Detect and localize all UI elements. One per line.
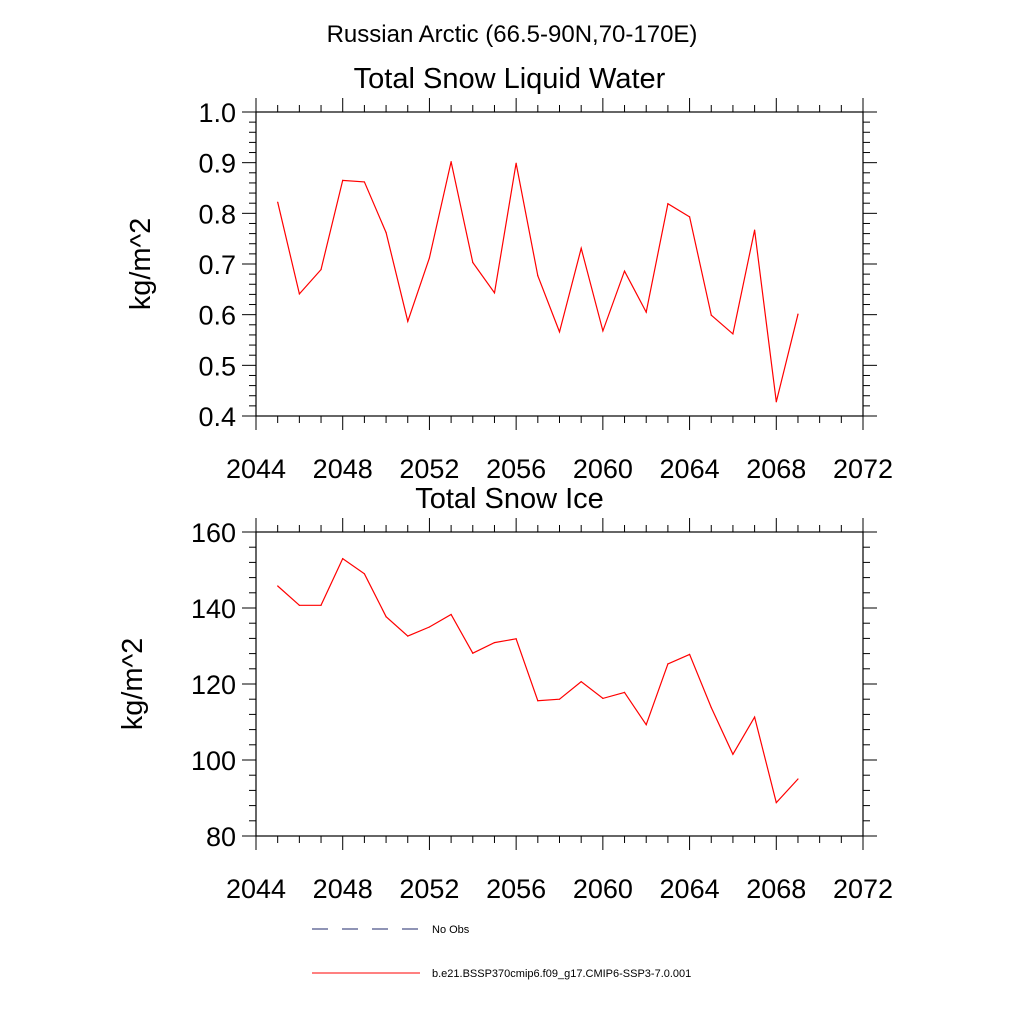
data-point	[732, 333, 734, 335]
data-point	[754, 716, 756, 718]
x-tick-label: 2072	[833, 874, 893, 904]
x-tick-label: 2044	[226, 874, 286, 904]
x-tick-label: 2044	[226, 454, 286, 484]
data-point	[667, 663, 669, 665]
data-point	[385, 616, 387, 618]
data-point	[342, 179, 344, 181]
x-tick-label: 2060	[573, 874, 633, 904]
data-point	[775, 401, 777, 403]
data-point	[602, 330, 604, 332]
series-line-0	[277, 161, 799, 402]
data-point	[407, 635, 409, 637]
data-point	[688, 216, 691, 218]
data-point	[298, 293, 300, 295]
data-point	[688, 653, 691, 655]
series-line-0	[277, 557, 799, 804]
x-tick-label: 2064	[660, 454, 720, 484]
data-point	[363, 573, 365, 575]
data-point	[320, 268, 322, 271]
x-tick-label: 2056	[486, 874, 546, 904]
chart-title: Total Snow Ice	[415, 483, 604, 515]
data-point	[623, 270, 626, 272]
data-point	[407, 320, 409, 322]
x-tick-label: 2052	[399, 874, 459, 904]
data-point	[472, 261, 474, 264]
y-tick-label: 1.0	[198, 98, 236, 128]
y-axis-label: kg/m^2	[125, 218, 157, 311]
y-tick-label: 160	[191, 518, 236, 548]
data-point	[558, 331, 561, 333]
x-tick-label: 2048	[313, 874, 373, 904]
x-tick-label: 2072	[833, 454, 893, 484]
data-point	[645, 311, 647, 313]
x-tick-label: 2048	[313, 454, 373, 484]
x-tick-label: 2060	[573, 454, 633, 484]
chart-title: Total Snow Liquid Water	[354, 63, 666, 95]
y-tick-label: 0.4	[198, 402, 236, 432]
data-point	[537, 275, 539, 277]
chart-panel-0: Total Snow Liquid Water 0.4 0.5 0.6 0.7 0.8 0.…	[125, 63, 893, 484]
data-point	[775, 801, 777, 804]
data-point	[515, 638, 517, 640]
chart-panels: Total Snow Liquid Water 0.4 0.5 0.6 0.7 0.8 0.…	[117, 63, 893, 904]
data-point	[515, 162, 517, 164]
y-axis-label: kg/m^2	[117, 638, 149, 731]
data-point	[667, 203, 669, 205]
data-point	[710, 314, 712, 316]
data-point	[493, 641, 496, 644]
data-point	[428, 257, 431, 259]
y-tick-label: 0.8	[198, 199, 236, 229]
data-point	[645, 724, 647, 726]
data-point	[428, 626, 431, 628]
data-point	[558, 698, 561, 700]
data-point	[493, 292, 496, 294]
y-tick-label: 0.7	[198, 250, 236, 280]
y-tick-label: 120	[191, 670, 236, 700]
data-point	[580, 681, 582, 683]
y-tick-label: 100	[191, 746, 236, 776]
x-tick-label: 2052	[399, 454, 459, 484]
y-tick-label: 140	[191, 594, 236, 624]
legend: No Obs b.e21.BSSP370cmip6.f09_g17.CMIP6-S…	[312, 924, 691, 980]
chart-panel-1: Total Snow Ice 80 100 120 140 160 2044 2048 2052…	[117, 483, 893, 904]
data-point	[754, 229, 756, 231]
x-tick-label: 2064	[660, 874, 720, 904]
plot-frame	[255, 531, 864, 837]
x-tick-label: 2056	[486, 454, 546, 484]
data-point	[298, 604, 300, 606]
data-point	[450, 613, 452, 616]
data-point	[450, 161, 452, 163]
x-tick-label: 2068	[746, 454, 806, 484]
legend-label-0: No Obs	[432, 924, 470, 936]
data-point	[797, 313, 799, 315]
data-point	[385, 231, 387, 234]
data-point	[363, 181, 365, 183]
data-point	[342, 558, 344, 560]
data-point	[320, 604, 322, 606]
data-point	[472, 652, 474, 654]
legend-label-1: b.e21.BSSP370cmip6.f09_g17.CMIP6-SSP3-7.…	[432, 968, 691, 980]
y-tick-label: 80	[206, 822, 236, 852]
data-point	[623, 691, 626, 693]
x-tick-label: 2068	[746, 874, 806, 904]
y-tick-label: 0.6	[198, 301, 236, 331]
data-point	[797, 778, 799, 780]
data-point	[580, 247, 582, 249]
data-point	[732, 753, 734, 755]
y-tick-label: 0.9	[198, 149, 236, 179]
data-point	[277, 201, 279, 203]
data-point	[710, 706, 712, 709]
data-point	[277, 585, 279, 587]
data-point	[537, 700, 539, 702]
data-point	[602, 697, 604, 700]
figure-suptitle: Russian Arctic (66.5-90N,70-170E)	[327, 21, 698, 48]
y-tick-label: 0.5	[198, 351, 236, 381]
